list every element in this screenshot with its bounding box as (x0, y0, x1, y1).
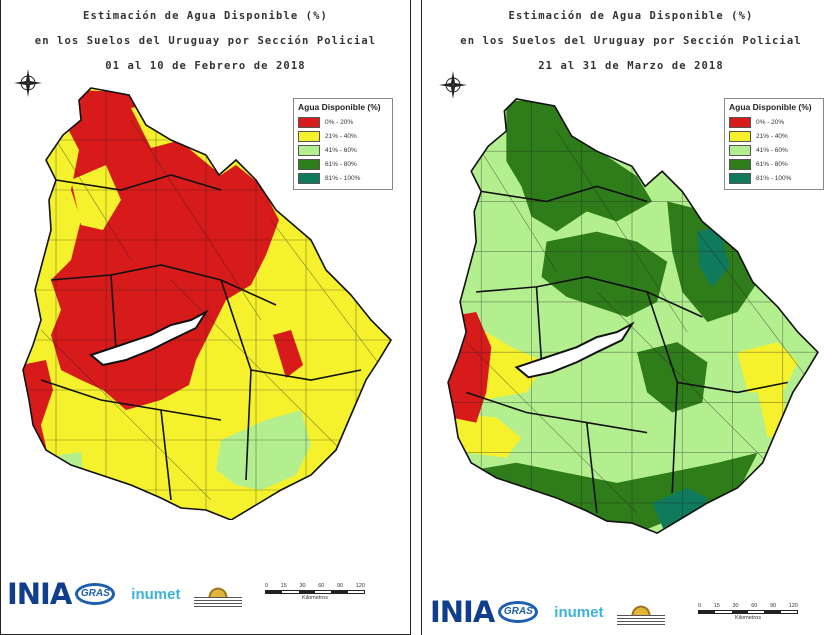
legend-swatch (298, 116, 320, 128)
legend-swatch (729, 144, 751, 156)
inia-logo: INIA (7, 577, 72, 611)
department-boundaries (40, 174, 362, 501)
scale-tick: 90 (337, 583, 344, 589)
legend-label: 21% - 40% (756, 132, 788, 140)
legend-swatch (729, 158, 751, 170)
scale-tick: 60 (751, 603, 758, 609)
scale-tick: 15 (713, 603, 720, 609)
scale-tick: 0 (265, 583, 269, 589)
legend: Agua Disponible (%) 0% - 20% 21% - 40% 4… (724, 98, 824, 190)
map-title: Estimación de Agua Disponible (%) (83, 10, 328, 22)
compass-rose-icon (14, 69, 42, 97)
legend-item: 0% - 20% (298, 115, 388, 129)
map-panel-february: Estimación de Agua Disponible (%) en los… (0, 0, 411, 635)
inia-logo: INIA (430, 595, 495, 629)
logo-strip: INIA GRAS inumet (7, 574, 243, 614)
scale-tick: 120 (788, 603, 798, 609)
legend-label: 21% - 40% (325, 132, 357, 140)
scale-tick: 120 (355, 583, 365, 589)
country-outline (22, 87, 393, 520)
legend-label: 61% - 80% (756, 160, 788, 168)
legend-label: 61% - 80% (325, 160, 357, 168)
legend-swatch (298, 158, 320, 170)
scale-unit: Kilometros (735, 615, 761, 621)
legend-title: Agua Disponible (%) (298, 102, 381, 112)
map-panel-march: Estimación de Agua Disponible (%) en los… (421, 0, 840, 635)
inumet-logo: inumet (554, 603, 604, 621)
scale-bar: 0 15 30 60 90 120 Kilometros (265, 583, 365, 601)
legend-swatch (298, 130, 320, 142)
legend-item: 21% - 40% (298, 129, 388, 143)
uruguay-map-february (22, 87, 393, 520)
scale-tick: 60 (318, 583, 325, 589)
legend-swatch (298, 172, 320, 184)
map-title: Estimación de Agua Disponible (%) (508, 10, 754, 22)
map-region-red-east (273, 330, 303, 378)
legend-item: 61% - 80% (729, 157, 819, 171)
scale-tick: 30 (299, 583, 306, 589)
map-region-dark-green-mid (637, 342, 708, 413)
country-outline (447, 98, 819, 535)
map-period: 01 al 10 de Febrero de 2018 (105, 60, 306, 72)
legend-swatch (729, 130, 751, 142)
department-boundaries (465, 185, 788, 514)
map-subtitle: en los Suelos del Uruguay por Sección Po… (460, 35, 802, 47)
legend-swatch (298, 144, 320, 156)
legend-item: 81% - 100% (298, 171, 388, 185)
compass-rose-icon (439, 71, 467, 99)
lake-rio-negro (88, 309, 209, 367)
legend-item: 81% - 100% (729, 171, 819, 185)
map-region-yellow-inner (71, 165, 121, 230)
legend: Agua Disponible (%) 0% - 20% 21% - 40% 4… (293, 98, 393, 190)
gras-logo: GRAS (498, 601, 539, 623)
legend-label: 81% - 100% (756, 174, 792, 182)
gras-logo: GRAS (75, 583, 116, 605)
lake-rio-negro (514, 321, 635, 379)
logo-strip: INIA GRAS inumet (430, 592, 666, 632)
map-region-teal-east (697, 226, 730, 287)
scale-tick: 15 (280, 583, 287, 589)
uruguay-map-march (447, 98, 819, 535)
legend-item: 61% - 80% (298, 157, 388, 171)
legend-swatch (729, 172, 751, 184)
legend-label: 41% - 60% (325, 146, 357, 154)
legend-label: 41% - 60% (756, 146, 788, 154)
legend-item: 0% - 20% (729, 115, 819, 129)
scale-bar: 0 15 30 60 90 120 Kilometros (698, 603, 798, 621)
map-subtitle: en los Suelos del Uruguay por Sección Po… (34, 35, 377, 47)
legend-swatch (729, 116, 751, 128)
ministry-seal-logo (194, 581, 243, 607)
legend-item: 41% - 60% (729, 143, 819, 157)
map-region-green-west (59, 452, 83, 472)
legend-label: 0% - 20% (325, 118, 354, 126)
legend-label: 81% - 100% (325, 174, 361, 182)
map-region-green-south (216, 410, 311, 490)
legend-item: 21% - 40% (729, 129, 819, 143)
ministry-seal-logo (617, 599, 666, 625)
legend-title: Agua Disponible (%) (729, 102, 812, 112)
legend-item: 41% - 60% (298, 143, 388, 157)
scale-unit: Kilometros (302, 595, 328, 601)
scale-tick: 30 (732, 603, 739, 609)
map-region-yellow-southwest (448, 412, 522, 458)
scale-tick: 90 (770, 603, 777, 609)
inumet-logo: inumet (131, 585, 181, 603)
map-period: 21 al 31 de Marzo de 2018 (538, 60, 724, 72)
legend-label: 0% - 20% (756, 118, 785, 126)
scale-tick: 0 (698, 603, 702, 609)
